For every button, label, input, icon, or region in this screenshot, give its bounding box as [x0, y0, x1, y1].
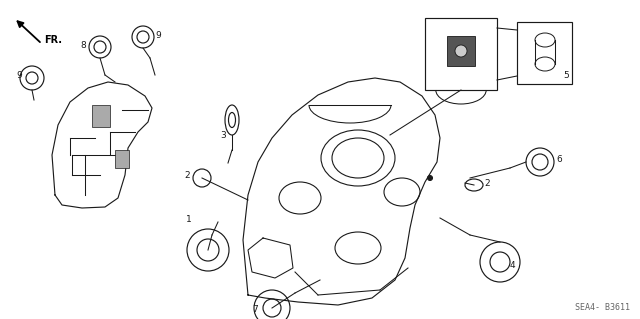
Text: 5: 5	[563, 70, 569, 79]
Text: 8: 8	[80, 41, 86, 49]
Bar	[517, 22, 572, 84]
Ellipse shape	[455, 45, 467, 57]
Text: 2: 2	[484, 179, 490, 188]
Text: FR.: FR.	[44, 35, 62, 45]
Text: 9: 9	[155, 31, 161, 40]
Circle shape	[428, 175, 433, 181]
Text: 6: 6	[556, 155, 562, 165]
Text: 4: 4	[510, 261, 516, 270]
Text: 2: 2	[184, 172, 190, 181]
Bar	[92, 105, 110, 127]
Text: 1: 1	[186, 216, 192, 225]
Text: 7: 7	[252, 306, 258, 315]
Bar	[447, 36, 475, 66]
Text: 9: 9	[16, 70, 22, 79]
Text: 3: 3	[220, 130, 226, 139]
Bar	[425, 18, 497, 90]
Text: SEA4- B3611: SEA4- B3611	[575, 303, 630, 312]
Bar	[115, 150, 129, 168]
